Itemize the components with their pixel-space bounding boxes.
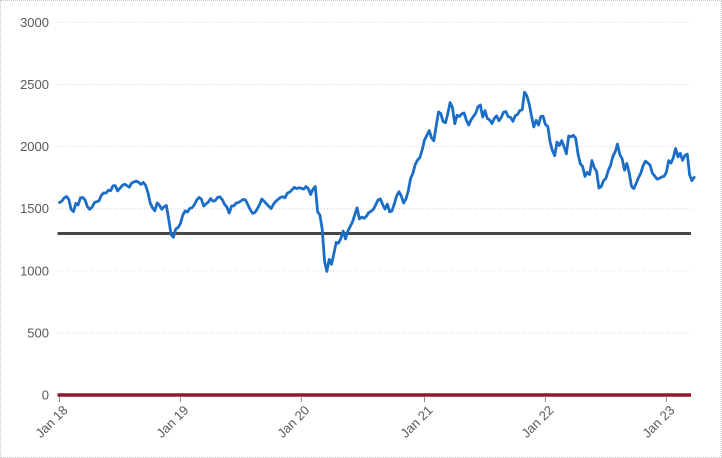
x-tick-label: Jan 22 xyxy=(518,403,556,441)
x-tick-label: Jan 20 xyxy=(274,403,312,441)
y-tick-label: 500 xyxy=(27,325,49,340)
x-tick-label: Jan 21 xyxy=(397,403,435,441)
y-tick-label: 2500 xyxy=(20,77,49,92)
y-tick-label: 0 xyxy=(42,388,49,403)
x-tick-label: Jan 23 xyxy=(639,403,677,441)
y-tick-label: 2000 xyxy=(20,139,49,154)
y-tick-label: 1000 xyxy=(20,263,49,278)
x-tick-label: Jan 19 xyxy=(153,403,191,441)
x-tick-label: Jan 18 xyxy=(32,403,70,441)
index-price xyxy=(58,90,696,273)
y-tick-label: 1500 xyxy=(20,201,49,216)
y-tick-label: 3000 xyxy=(20,15,49,30)
